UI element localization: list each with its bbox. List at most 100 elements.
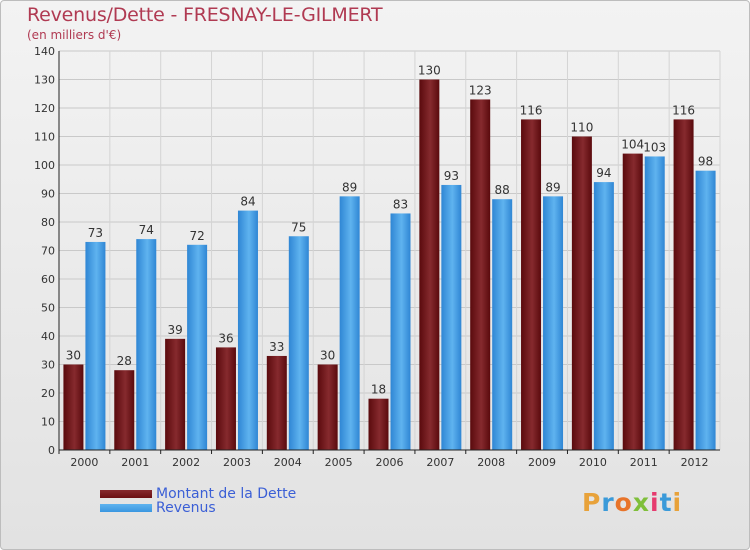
data-label: 28	[117, 354, 132, 368]
data-label: 30	[320, 349, 335, 363]
chart-title: Revenus/Dette - FRESNAY-LE-GILMERT	[27, 4, 383, 26]
y-tick-label: 70	[41, 245, 55, 258]
proxiti-logo: Proxiti	[582, 488, 682, 517]
data-label: 116	[520, 103, 543, 117]
logo-letter: o	[614, 488, 633, 517]
bar-revenus	[339, 196, 360, 450]
data-label: 98	[698, 155, 713, 169]
x-tick-label: 2004	[274, 456, 302, 469]
x-tick-label: 2003	[223, 456, 251, 469]
bar-dette	[165, 338, 186, 450]
y-tick-label: 40	[41, 330, 55, 343]
bar-revenus	[441, 184, 462, 450]
bar-revenus	[237, 210, 258, 450]
logo-letter: t	[659, 488, 673, 517]
x-tick-label: 2010	[579, 456, 607, 469]
y-tick-label: 80	[41, 216, 55, 229]
y-tick-label: 30	[41, 359, 55, 372]
legend-swatch-dette	[100, 490, 152, 498]
data-labels: 30 73 28 74 39 72 36 84 33 75 30 89 18 83 130 93 123 88 11…	[66, 64, 713, 397]
logo-letter: i	[650, 488, 660, 517]
bar-revenus	[543, 196, 564, 450]
bar-dette	[419, 79, 440, 450]
logo-letter: P	[582, 488, 602, 517]
data-label: 130	[418, 64, 441, 78]
data-label: 89	[545, 180, 560, 194]
legend-item-revenus: Revenus	[100, 500, 216, 516]
data-label: 93	[444, 169, 459, 183]
data-label: 116	[672, 103, 695, 117]
data-label: 30	[66, 349, 81, 363]
y-tick-label: 90	[41, 188, 55, 201]
bar-dette	[266, 355, 287, 450]
bar-revenus	[187, 244, 208, 450]
x-tick-label: 2005	[325, 456, 353, 469]
bar-revenus	[390, 213, 411, 450]
x-tick-label: 2000	[70, 456, 98, 469]
data-label: 94	[596, 166, 611, 180]
data-label: 33	[269, 340, 284, 354]
x-tick-label: 2006	[376, 456, 404, 469]
bars	[63, 79, 716, 451]
data-label: 103	[643, 140, 666, 154]
x-tick-label: 2008	[477, 456, 505, 469]
x-tick-label: 2012	[681, 456, 709, 469]
bar-dette	[114, 370, 135, 450]
y-tick-label: 20	[41, 387, 55, 400]
data-label: 36	[218, 331, 233, 345]
bar-revenus	[492, 199, 513, 450]
data-label: 72	[189, 229, 204, 243]
y-tick-label: 60	[41, 273, 55, 286]
data-label: 39	[167, 323, 182, 337]
bar-revenus	[593, 182, 614, 450]
chart-subtitle: (en milliers d'€)	[27, 28, 122, 42]
data-label: 73	[88, 226, 103, 240]
y-tick-label: 130	[34, 74, 55, 87]
legend-item-dette: Montant de la Dette	[100, 486, 296, 502]
bar-dette	[368, 398, 389, 450]
bar-revenus	[288, 236, 309, 450]
data-label: 104	[621, 138, 644, 152]
bar-dette	[317, 364, 338, 450]
y-tick-label: 0	[48, 444, 55, 457]
x-tick-label: 2011	[630, 456, 658, 469]
bar-dette	[521, 119, 542, 451]
data-label: 89	[342, 180, 357, 194]
y-tick-label: 120	[34, 102, 55, 115]
axes: 0 10 20 30 40 50 60 70 80 90 100 110 120 130 140 2000 20…	[34, 45, 720, 469]
bar-dette	[470, 99, 491, 450]
data-label: 123	[469, 83, 492, 97]
bar-dette	[673, 119, 694, 451]
data-label: 75	[291, 220, 306, 234]
y-tick-label: 100	[34, 159, 55, 172]
logo-letter: i	[672, 488, 683, 517]
grid-lines	[58, 50, 721, 451]
data-label: 83	[393, 197, 408, 211]
legend-swatch-revenus	[100, 504, 152, 512]
data-label: 110	[570, 121, 593, 135]
bar-revenus	[85, 241, 106, 450]
legend-label-dette: Montant de la Dette	[156, 486, 297, 502]
x-tick-label: 2009	[528, 456, 556, 469]
y-tick-label: 50	[41, 302, 55, 315]
x-tick-label: 2001	[121, 456, 149, 469]
y-tick-label: 10	[41, 416, 55, 429]
x-tick-label: 2007	[426, 456, 454, 469]
data-label: 74	[139, 223, 154, 237]
bar-revenus	[136, 239, 157, 450]
bar-dette	[63, 364, 84, 450]
bar-dette	[215, 347, 236, 450]
bar-dette	[571, 136, 592, 450]
x-tick-label: 2002	[172, 456, 200, 469]
legend-label-revenus: Revenus	[156, 500, 216, 516]
data-label: 84	[240, 195, 255, 209]
data-label: 88	[495, 183, 510, 197]
data-label: 18	[371, 383, 386, 397]
bar-revenus	[644, 156, 665, 450]
y-tick-label: 110	[34, 131, 55, 144]
y-tick-label: 140	[34, 45, 55, 58]
logo-letter: r	[601, 488, 615, 517]
bar-dette	[622, 153, 643, 450]
bar-revenus	[695, 170, 716, 450]
